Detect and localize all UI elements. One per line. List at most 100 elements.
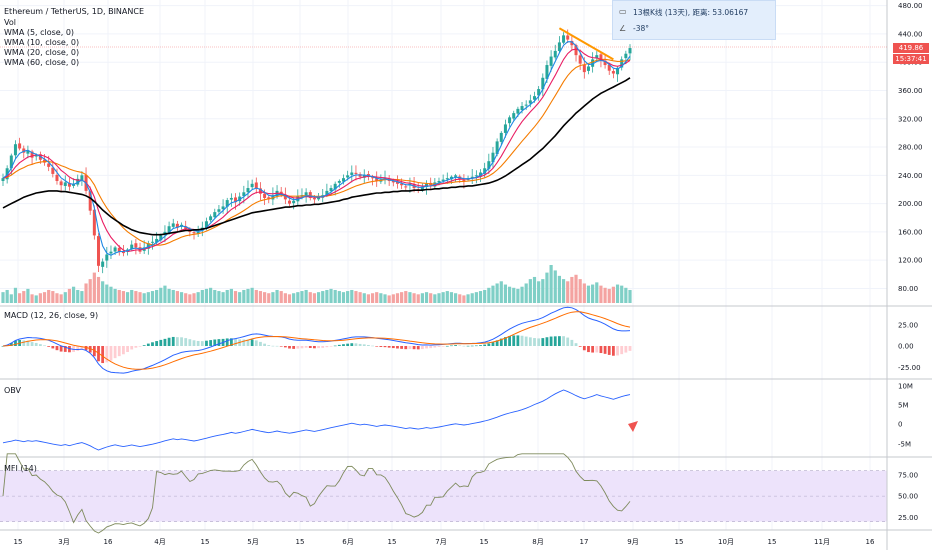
- macd-histogram-bar: [620, 346, 624, 355]
- candle-body: [9, 155, 13, 169]
- candle-body: [55, 174, 59, 181]
- macd-histogram-bar: [450, 345, 453, 347]
- volume-bar: [379, 293, 383, 303]
- macd-label: MACD (12, 26, close, 9): [4, 311, 99, 320]
- volume-bar: [495, 283, 499, 303]
- volume-bar: [478, 291, 483, 303]
- candle-body: [5, 168, 9, 180]
- macd-histogram-bar: [146, 343, 150, 346]
- candle-body: [117, 247, 121, 252]
- volume-bar: [304, 289, 308, 303]
- candle-body: [308, 192, 312, 198]
- macd-histogram-bar: [616, 346, 619, 356]
- volume-bar: [574, 274, 578, 303]
- volume-bar: [59, 294, 63, 303]
- candle-body: [557, 42, 561, 52]
- macd-histogram-bar: [263, 343, 266, 346]
- volume-bar: [283, 293, 287, 303]
- volume-bar: [192, 293, 196, 303]
- macd-histogram-bar: [151, 342, 154, 346]
- volume-bar: [209, 287, 213, 303]
- macd-histogram-bar: [105, 346, 109, 363]
- volume-bar: [225, 289, 229, 303]
- macd-signal-line: [2, 311, 631, 370]
- macd-histogram-bar: [454, 345, 458, 346]
- price-tick-label: 200.00: [898, 200, 923, 208]
- macd-histogram-bar: [611, 346, 615, 356]
- volume-bar: [262, 292, 267, 303]
- macd-histogram-bar: [55, 346, 59, 351]
- measure-angle: -38°: [633, 24, 649, 33]
- macd-histogram-bar: [458, 345, 462, 347]
- macd-histogram-bar: [14, 340, 17, 346]
- volume-bar: [346, 291, 350, 303]
- macd-histogram-bar: [59, 346, 63, 352]
- volume-bar: [454, 293, 458, 303]
- price-tick-label: 160.00: [898, 228, 923, 236]
- time-tick-label: 4月: [154, 538, 165, 546]
- volume-bar: [271, 292, 275, 303]
- macd-histogram-bar: [553, 336, 557, 346]
- macd-histogram-bar: [188, 339, 192, 346]
- macd-histogram-bar: [22, 340, 26, 346]
- candle-body: [22, 148, 26, 153]
- candle-body: [454, 175, 458, 177]
- volume-bar: [9, 294, 13, 303]
- candle-body: [329, 188, 333, 192]
- macd-histogram-bar: [134, 346, 138, 348]
- macd-histogram-bar: [337, 344, 341, 346]
- macd-histogram-bar: [76, 346, 80, 351]
- candle-body: [337, 180, 341, 183]
- volume-bar: [250, 287, 254, 303]
- volume-bar: [541, 279, 545, 303]
- macd-histogram-bar: [408, 346, 412, 349]
- volume-bar: [312, 293, 317, 303]
- macd-histogram-bar: [420, 346, 424, 350]
- candle-body: [171, 223, 175, 227]
- candle-body: [483, 168, 487, 174]
- macd-histogram-bar: [213, 339, 217, 346]
- candle-body: [312, 197, 316, 200]
- volume-bar: [366, 294, 371, 303]
- candle-body: [63, 182, 67, 186]
- volume-bar: [553, 270, 557, 303]
- trendline[interactable]: [558, 27, 614, 61]
- macd-histogram-bar: [362, 344, 366, 346]
- candle-body: [34, 155, 38, 157]
- volume-bar: [321, 291, 325, 303]
- candle-body: [254, 182, 258, 189]
- candle-body: [51, 167, 55, 174]
- macd-histogram-bar: [321, 346, 325, 348]
- volume-bar: [13, 287, 18, 303]
- time-tick-label: 15: [675, 538, 684, 546]
- macd-histogram-bar: [155, 341, 159, 346]
- macd-histogram-bar: [259, 341, 262, 346]
- macd-histogram-bar: [367, 344, 370, 346]
- macd-histogram-bar: [566, 337, 570, 346]
- volume-bar: [329, 288, 333, 303]
- candle-body: [304, 192, 308, 196]
- volume-bar: [242, 289, 246, 303]
- candle-body: [325, 190, 329, 195]
- volume-bar: [383, 294, 387, 303]
- macd-histogram-bar: [84, 346, 88, 351]
- candle-body: [591, 59, 595, 67]
- price-tick-label: 240.00: [898, 172, 923, 180]
- volume-bar: [150, 291, 155, 303]
- candle-body: [263, 193, 267, 198]
- obv-tick-label: 0: [898, 421, 902, 429]
- volume-bar: [483, 289, 487, 303]
- volume-bar: [55, 293, 59, 303]
- macd-histogram-bar: [354, 343, 358, 346]
- volume-bar: [333, 289, 337, 303]
- macd-histogram-bar: [246, 339, 250, 346]
- candle-body: [101, 261, 105, 267]
- wma60-label: WMA (60, close, 0): [4, 58, 80, 67]
- volume-bar: [200, 289, 204, 303]
- candle-body: [420, 186, 424, 191]
- volume-bar: [316, 292, 321, 303]
- macd-histogram-bar: [175, 337, 179, 346]
- volume-bar: [591, 284, 595, 303]
- volume-bar: [416, 294, 420, 303]
